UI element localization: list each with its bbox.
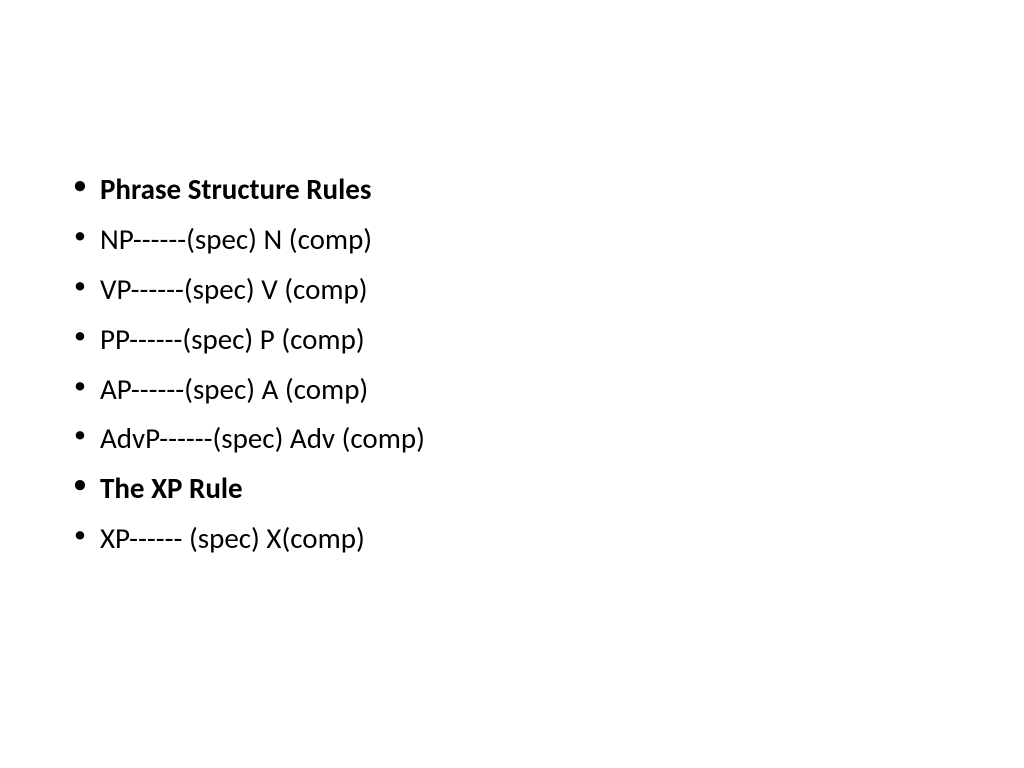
list-item: VP------(spec) V (comp) [68, 265, 1024, 315]
list-item-text: PP------(spec) P (comp) [100, 321, 365, 357]
list-item-text: Phrase Structure Rules [100, 171, 371, 207]
list-item: Phrase Structure Rules [68, 165, 1024, 215]
list-item-text: VP------(spec) V (comp) [100, 271, 368, 307]
list-item-text: The XP Rule [100, 470, 243, 506]
list-item-text: XP------ (spec) X(comp) [100, 520, 365, 556]
bullet-list: Phrase Structure Rules NP------(spec) N … [68, 165, 1024, 564]
list-item: AP------(spec) A (comp) [68, 365, 1024, 415]
list-item: NP------(spec) N (comp) [68, 215, 1024, 265]
list-item-text: NP------(spec) N (comp) [100, 221, 372, 257]
list-item: The XP Rule [68, 464, 1024, 514]
list-item: PP------(spec) P (comp) [68, 315, 1024, 365]
list-item: AdvP------(spec) Adv (comp) [68, 414, 1024, 464]
list-item-text: AdvP------(spec) Adv (comp) [100, 420, 425, 456]
list-item-text: AP------(spec) A (comp) [100, 371, 368, 407]
list-item: XP------ (spec) X(comp) [68, 514, 1024, 564]
